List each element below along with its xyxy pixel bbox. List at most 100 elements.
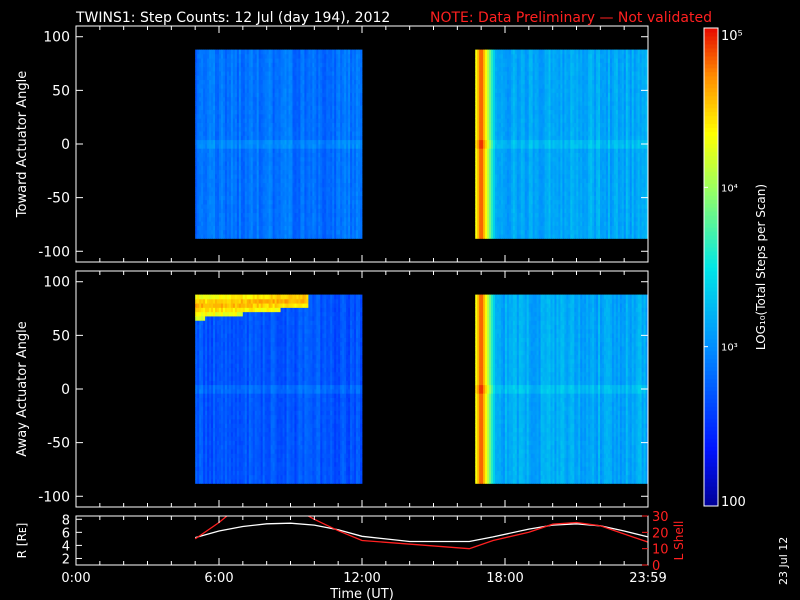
heatmap-cell [250, 66, 254, 72]
heatmap-cell [508, 234, 512, 239]
heatmap-cell [508, 83, 512, 89]
heatmap-cell [203, 152, 206, 158]
heatmap-cell [215, 79, 218, 85]
heatmap-cell [272, 195, 276, 201]
heatmap-cell [211, 208, 214, 214]
heatmap-cell [254, 148, 258, 153]
heatmap-cell [242, 126, 246, 132]
heatmap-cell [195, 156, 198, 162]
heatmap-cell [477, 208, 480, 214]
heatmap-cell [308, 144, 311, 149]
heatmap-cell [236, 169, 240, 175]
heatmap-cell [326, 234, 329, 239]
heatmap-cell [477, 118, 480, 123]
heatmap-cell [298, 216, 301, 222]
heatmap-cell [205, 169, 208, 175]
heatmap-cell [278, 92, 281, 98]
heatmap-cell [286, 216, 289, 222]
heatmap-cell [234, 118, 238, 123]
heatmap-cell [217, 174, 220, 179]
heatmap-cell [302, 113, 305, 119]
heatmap-cell [336, 53, 339, 59]
heatmap-cell [207, 79, 210, 85]
heatmap-cell [475, 195, 478, 201]
heatmap-cell [330, 118, 333, 123]
heatmap-cell [510, 144, 514, 149]
heatmap-cell [524, 229, 528, 235]
heatmap-cell [340, 234, 343, 239]
heatmap-cell [328, 234, 331, 239]
heatmap-cell [201, 174, 204, 179]
heatmap-cell [222, 131, 226, 136]
heatmap-cell [326, 152, 329, 158]
heatmap-cell [244, 131, 248, 136]
heatmap-cell [336, 101, 339, 106]
heatmap-cell [203, 131, 206, 136]
heatmap-cell [252, 225, 256, 231]
heatmap-cell [352, 62, 355, 68]
heatmap-cell [268, 118, 272, 123]
heatmap-cell [350, 139, 353, 145]
heatmap-cell [211, 96, 214, 102]
heatmap-cell [211, 101, 214, 106]
heatmap-cell [294, 169, 297, 175]
heatmap-cell [318, 204, 321, 209]
heatmap-cell [344, 71, 347, 76]
heatmap-cell [300, 131, 303, 136]
heatmap-cell [286, 131, 289, 136]
heatmap-cell [256, 148, 260, 153]
heatmap-cell [477, 191, 480, 196]
heatmap-cell [332, 101, 335, 106]
heatmap-cell [274, 101, 277, 106]
heatmap-cell [222, 135, 226, 141]
heatmap-cell [514, 88, 518, 93]
heatmap-cell [360, 58, 363, 63]
heatmap-cell [348, 191, 351, 196]
heatmap-cell [318, 144, 321, 149]
heatmap-cell [328, 208, 331, 214]
heatmap-cell [209, 208, 212, 214]
heatmap-cell [318, 182, 321, 188]
heatmap-cell [497, 161, 500, 166]
heatmap-cell [485, 174, 488, 179]
heatmap-cell [512, 208, 516, 214]
heatmap-cell [266, 62, 270, 68]
heatmap-cell [483, 216, 486, 222]
heatmap-cell [213, 88, 216, 93]
heatmap-block-2 [475, 49, 648, 239]
heatmap-cell [220, 122, 224, 128]
heatmap-cell [246, 212, 250, 218]
heatmap-cell [286, 229, 289, 235]
heatmap-cell [266, 113, 270, 119]
heatmap-cell [292, 53, 295, 59]
heatmap-cell [510, 62, 514, 68]
heatmap-cell [316, 83, 319, 89]
heatmap-cell [493, 204, 496, 209]
heatmap-cell [504, 216, 508, 222]
heatmap-cell [356, 62, 359, 68]
heatmap-cell [508, 144, 512, 149]
heatmap-cell [268, 199, 272, 205]
heatmap-cell [518, 229, 522, 235]
heatmap-cell [340, 126, 343, 132]
heatmap-cell [248, 191, 252, 196]
heatmap-cell [328, 186, 331, 192]
heatmap-cell [498, 216, 502, 222]
heatmap-cell [211, 109, 214, 115]
heatmap-cell [338, 174, 341, 179]
heatmap-cell [495, 135, 498, 141]
heatmap-cell [306, 234, 309, 239]
heatmap-cell [502, 118, 506, 123]
heatmap-cell [284, 212, 287, 218]
heatmap-cell [238, 161, 242, 166]
heatmap-cell [516, 156, 520, 162]
heatmap-cell [506, 58, 510, 63]
heatmap-cell [487, 204, 490, 209]
heatmap-cell [222, 191, 226, 196]
heatmap-cell [282, 58, 285, 63]
heatmap-cell [258, 53, 262, 59]
heatmap-cell [195, 169, 198, 175]
heatmap-cell [338, 92, 341, 98]
heatmap-cell [524, 131, 528, 136]
heatmap-cell [286, 126, 289, 132]
